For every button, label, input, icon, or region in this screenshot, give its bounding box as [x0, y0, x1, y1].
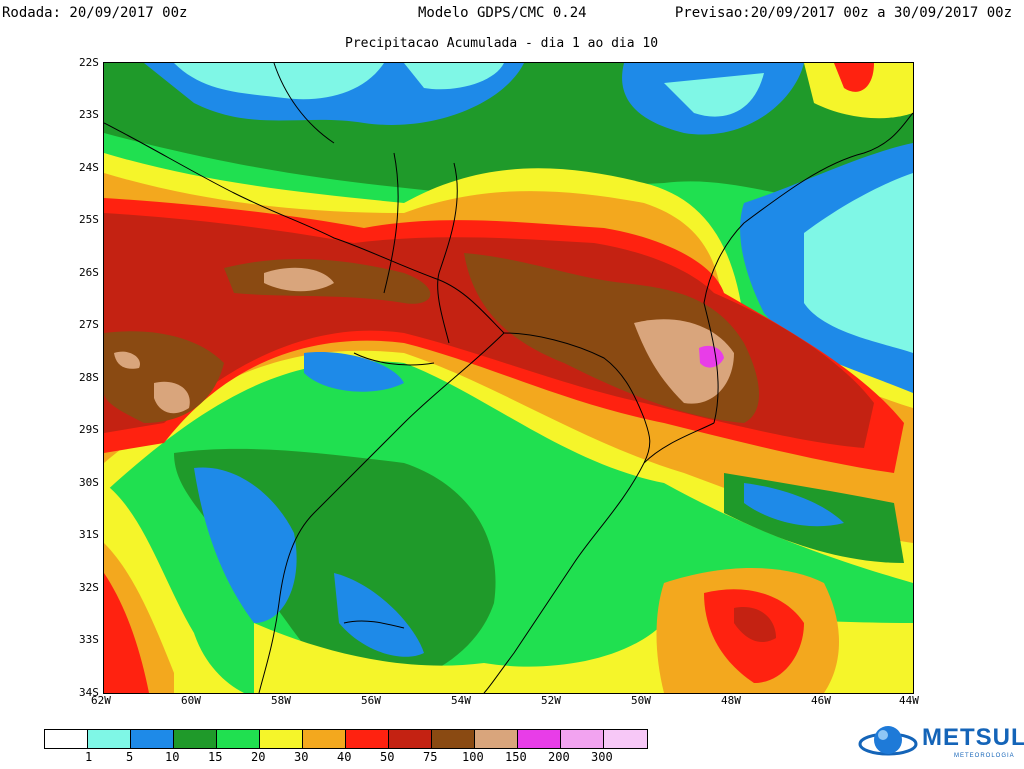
colorbar-threshold-label: 100 [462, 750, 484, 764]
colorbar-threshold-label: 10 [165, 750, 180, 764]
colorbar-threshold-label: 75 [423, 750, 438, 764]
lon-tick-label: 56W [361, 694, 381, 707]
colorbar-threshold-label: 300 [591, 750, 613, 764]
field-east-cyan [804, 173, 913, 353]
colorbar-swatch [432, 730, 475, 748]
lon-tick-label: 52W [541, 694, 561, 707]
lon-tick-label: 60W [181, 694, 201, 707]
border-line-f [643, 422, 715, 464]
lon-tick-label: 46W [811, 694, 831, 707]
lat-tick-label: 32S [79, 581, 99, 594]
lat-tick-label: 34S [79, 686, 99, 699]
field-top-cyan-c [664, 73, 764, 117]
colorbar-threshold-label: 40 [337, 750, 352, 764]
colorbar-swatch [174, 730, 217, 748]
lat-tick-label: 33S [79, 633, 99, 646]
colorbar-swatch [88, 730, 131, 748]
colorbar-swatch [389, 730, 432, 748]
logo-text: METSUL [922, 724, 1024, 751]
colorbar-swatch [303, 730, 346, 748]
border-line-b [503, 332, 651, 464]
lat-tick-label: 27S [79, 318, 99, 331]
model-name-label: Modelo GDPS/CMC 0.24 [418, 5, 587, 21]
logo-subtext: METEOROLOGIA [954, 753, 1015, 759]
lon-tick-label: 58W [271, 694, 291, 707]
lon-tick-label: 44W [899, 694, 919, 707]
run-date-label: Rodada: 20/09/2017 00z [2, 5, 188, 21]
colorbar-threshold-label: 200 [548, 750, 570, 764]
field-top-cyan-b [404, 63, 504, 90]
border-line-g [273, 63, 335, 144]
field-ne-red [834, 63, 874, 92]
lat-tick-label: 28S [79, 371, 99, 384]
map-subtitle: Precipitacao Acumulada - dia 1 ao dia 10 [345, 36, 659, 51]
lon-tick-label: 62W [91, 694, 111, 707]
lat-tick-label: 25S [79, 213, 99, 226]
field-tan-a [264, 267, 334, 292]
border-line-d [383, 152, 399, 294]
colorbar-threshold-label: 5 [126, 750, 134, 764]
lon-tick-label: 50W [631, 694, 651, 707]
colorbar-swatch [131, 730, 174, 748]
globe-icon [858, 726, 918, 756]
colorbar-swatch [260, 730, 303, 748]
lon-tick-label: 54W [451, 694, 471, 707]
precipitation-field [104, 63, 913, 693]
field-south-blue-b [334, 573, 424, 657]
lat-tick-label: 29S [79, 423, 99, 436]
colorbar-threshold-label: 15 [208, 750, 223, 764]
border-line-h [353, 352, 435, 366]
colorbar-swatch [346, 730, 389, 748]
colorbar-threshold-label: 150 [505, 750, 527, 764]
field-south-blue-a [194, 467, 297, 623]
field-se-darkred [734, 607, 776, 643]
field-tan-c [154, 381, 190, 414]
colorbar-swatch [518, 730, 561, 748]
colorbar-swatch [217, 730, 260, 748]
precipitation-map [103, 62, 914, 694]
lon-tick-label: 48W [721, 694, 741, 707]
lat-tick-label: 23S [79, 108, 99, 121]
lat-tick-label: 31S [79, 528, 99, 541]
colorbar-swatch [45, 730, 88, 748]
field-brown-c [104, 331, 224, 423]
political-borders [104, 63, 913, 693]
lagoon-outline [343, 620, 405, 629]
coastline [483, 462, 645, 693]
lat-tick-label: 30S [79, 476, 99, 489]
border-line-a [104, 122, 505, 334]
lat-tick-label: 26S [79, 266, 99, 279]
metsul-logo: METSUL METEOROLOGIA [858, 720, 1024, 765]
border-line-e [258, 332, 505, 693]
field-west-red [104, 573, 149, 693]
forecast-period-label: Previsao:20/09/2017 00z a 30/09/2017 00z [674, 5, 1012, 21]
colorbar-threshold-label: 30 [294, 750, 309, 764]
border-line-c [437, 162, 458, 344]
field-mid-blue [304, 352, 404, 392]
field-top-cyan-a [174, 63, 384, 100]
coastline-north [703, 112, 913, 424]
field-tan-d [114, 351, 140, 369]
lat-tick-label: 24S [79, 161, 99, 174]
colorbar-threshold-label: 50 [380, 750, 395, 764]
colorbar-swatch [475, 730, 518, 748]
field-se-blue [744, 483, 844, 527]
colorbar-threshold-label: 20 [251, 750, 266, 764]
colorbar-threshold-label: 1 [85, 750, 93, 764]
field-tan-b [634, 319, 734, 404]
colorbar-swatch [561, 730, 604, 748]
colorbar-swatch [604, 730, 647, 748]
precipitation-colorbar [44, 729, 648, 749]
lat-tick-label: 22S [79, 56, 99, 69]
field-magenta-spot [699, 345, 724, 368]
